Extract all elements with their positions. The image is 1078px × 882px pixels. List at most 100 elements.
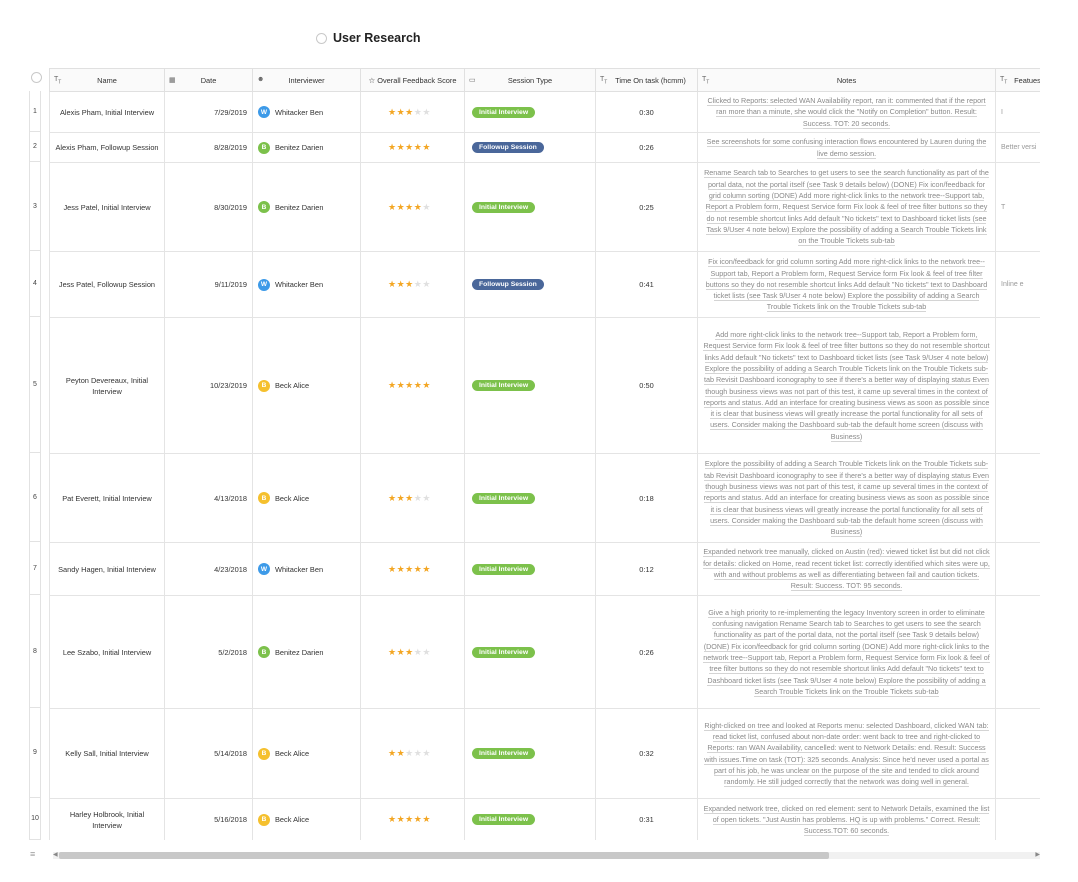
row-number[interactable]: 6: [29, 453, 41, 542]
star-empty-icon[interactable]: ★: [422, 492, 431, 503]
cell-date[interactable]: 4/23/2018: [164, 542, 253, 596]
star-empty-icon[interactable]: ★: [413, 646, 423, 657]
scroll-right-icon[interactable]: ▶: [1035, 852, 1040, 858]
star-filled-icon[interactable]: ★: [388, 563, 397, 574]
star-filled-icon[interactable]: ★: [396, 492, 406, 503]
cell-notes[interactable]: Expanded network tree manually, clicked …: [697, 542, 996, 596]
cell-rating[interactable]: ★★★★★: [360, 798, 465, 840]
cell-interviewer[interactable]: B Beck Alice: [252, 708, 361, 799]
star-filled-icon[interactable]: ★: [413, 142, 423, 152]
column-header-time[interactable]: TT Time On task (hcmm): [595, 68, 698, 92]
star-rating[interactable]: ★★★★★: [366, 107, 459, 118]
scrollbar-thumb[interactable]: [59, 852, 829, 859]
star-filled-icon[interactable]: ★: [396, 380, 406, 390]
star-filled-icon[interactable]: ★: [422, 142, 431, 152]
star-filled-icon[interactable]: ★: [388, 814, 397, 824]
star-rating[interactable]: ★★★★★: [366, 202, 459, 213]
column-header-features[interactable]: TT Featues: [995, 68, 1040, 92]
star-filled-icon[interactable]: ★: [422, 380, 431, 390]
cell-time[interactable]: 0:12: [595, 542, 698, 596]
cell-notes[interactable]: Add more right-click links to the networ…: [697, 317, 996, 454]
cell-interviewer[interactable]: B Beck Alice: [252, 317, 361, 454]
cell-name[interactable]: Kelly Sall, Initial Interview: [49, 708, 165, 799]
cell-time[interactable]: 0:50: [595, 317, 698, 454]
cell-session-type[interactable]: Followup Session: [464, 132, 596, 163]
cell-features[interactable]: Inline e: [995, 251, 1040, 318]
star-filled-icon[interactable]: ★: [396, 142, 406, 152]
cell-session-type[interactable]: Initial Interview: [464, 708, 596, 799]
star-filled-icon[interactable]: ★: [388, 492, 397, 503]
star-rating[interactable]: ★★★★★: [366, 564, 459, 575]
row-number[interactable]: 4: [29, 251, 41, 317]
cell-name[interactable]: Sandy Hagen, Initial Interview: [49, 542, 165, 596]
star-empty-icon[interactable]: ★: [422, 646, 431, 657]
cell-time[interactable]: 0:30: [595, 91, 698, 133]
star-empty-icon[interactable]: ★: [422, 748, 431, 758]
star-filled-icon[interactable]: ★: [396, 646, 406, 657]
cell-date[interactable]: 7/29/2019: [164, 91, 253, 133]
cell-name[interactable]: Alexis Pham, Initial Interview: [49, 91, 165, 133]
cell-rating[interactable]: ★★★★★: [360, 317, 465, 454]
cell-session-type[interactable]: Initial Interview: [464, 317, 596, 454]
table-row[interactable]: Jess Patel, Followup Session 9/11/2019 W Wh…: [49, 251, 1040, 318]
star-filled-icon[interactable]: ★: [396, 814, 406, 824]
table-row[interactable]: Peyton Devereaux, Initial Interview 10/23…: [49, 317, 1040, 454]
cell-date[interactable]: 10/23/2019: [164, 317, 253, 454]
cell-session-type[interactable]: Followup Session: [464, 251, 596, 318]
cell-features[interactable]: Better versi: [995, 132, 1040, 163]
cell-session-type[interactable]: Initial Interview: [464, 162, 596, 252]
star-filled-icon[interactable]: ★: [405, 563, 414, 574]
cell-features[interactable]: [995, 595, 1040, 709]
table-row[interactable]: Lee Szabo, Initial Interview 5/2/2018 B Ben…: [49, 595, 1040, 709]
star-filled-icon[interactable]: ★: [405, 380, 414, 390]
star-rating[interactable]: ★★★★★: [366, 748, 459, 759]
cell-notes[interactable]: Fix icon/feedback for grid column sortin…: [697, 251, 996, 318]
cell-date[interactable]: 9/11/2019: [164, 251, 253, 318]
cell-rating[interactable]: ★★★★★: [360, 708, 465, 799]
cell-interviewer[interactable]: W Whitacker Ben: [252, 542, 361, 596]
star-filled-icon[interactable]: ★: [388, 201, 397, 212]
cell-time[interactable]: 0:18: [595, 453, 698, 543]
cell-notes[interactable]: Explore the possibility of adding a Sear…: [697, 453, 996, 543]
row-number[interactable]: 10: [29, 798, 41, 840]
cell-session-type[interactable]: Initial Interview: [464, 453, 596, 543]
star-filled-icon[interactable]: ★: [413, 814, 423, 824]
cell-rating[interactable]: ★★★★★: [360, 132, 465, 163]
cell-date[interactable]: 8/28/2019: [164, 132, 253, 163]
cell-features[interactable]: [995, 317, 1040, 454]
cell-time[interactable]: 0:31: [595, 798, 698, 840]
cell-notes[interactable]: Give a high priority to re-implementing …: [697, 595, 996, 709]
star-filled-icon[interactable]: ★: [396, 106, 406, 117]
cell-time[interactable]: 0:26: [595, 595, 698, 709]
star-filled-icon[interactable]: ★: [388, 106, 397, 117]
view-select-circle[interactable]: [316, 32, 327, 44]
table-row[interactable]: Jess Patel, Initial Interview 8/30/2019 B B…: [49, 162, 1040, 252]
cell-rating[interactable]: ★★★★★: [360, 595, 465, 709]
cell-notes[interactable]: Expanded network tree, clicked on red el…: [697, 798, 996, 840]
cell-notes[interactable]: Clicked to Reports: selected WAN Availab…: [697, 91, 996, 133]
cell-time[interactable]: 0:41: [595, 251, 698, 318]
table-row[interactable]: Harley Holbrook, Initial Interview 5/16/2…: [49, 798, 1040, 840]
cell-interviewer[interactable]: B Beck Alice: [252, 453, 361, 543]
table-row[interactable]: Alexis Pham, Followup Session 8/28/2019 B B…: [49, 132, 1040, 163]
star-filled-icon[interactable]: ★: [388, 380, 397, 390]
row-number[interactable]: 2: [29, 132, 41, 162]
filter-icon[interactable]: ≡: [30, 849, 36, 859]
column-header-interviewer[interactable]: ☻ Interviewer: [252, 68, 361, 92]
cell-interviewer[interactable]: W Whitacker Ben: [252, 91, 361, 133]
cell-features[interactable]: [995, 798, 1040, 840]
cell-session-type[interactable]: Initial Interview: [464, 595, 596, 709]
star-filled-icon[interactable]: ★: [413, 380, 423, 390]
cell-rating[interactable]: ★★★★★: [360, 162, 465, 252]
column-header-name[interactable]: TT Name: [49, 68, 165, 92]
cell-rating[interactable]: ★★★★★: [360, 91, 465, 133]
star-rating[interactable]: ★★★★★: [366, 279, 459, 290]
cell-session-type[interactable]: Initial Interview: [464, 91, 596, 133]
column-header-notes[interactable]: TT Notes: [697, 68, 996, 92]
star-rating[interactable]: ★★★★★: [366, 493, 459, 504]
star-filled-icon[interactable]: ★: [405, 279, 414, 289]
column-header-score[interactable]: ☆ Overall Feedback Score: [360, 68, 465, 92]
select-all-checkbox[interactable]: [31, 72, 42, 83]
cell-features[interactable]: T: [995, 162, 1040, 252]
star-filled-icon[interactable]: ★: [388, 646, 397, 657]
